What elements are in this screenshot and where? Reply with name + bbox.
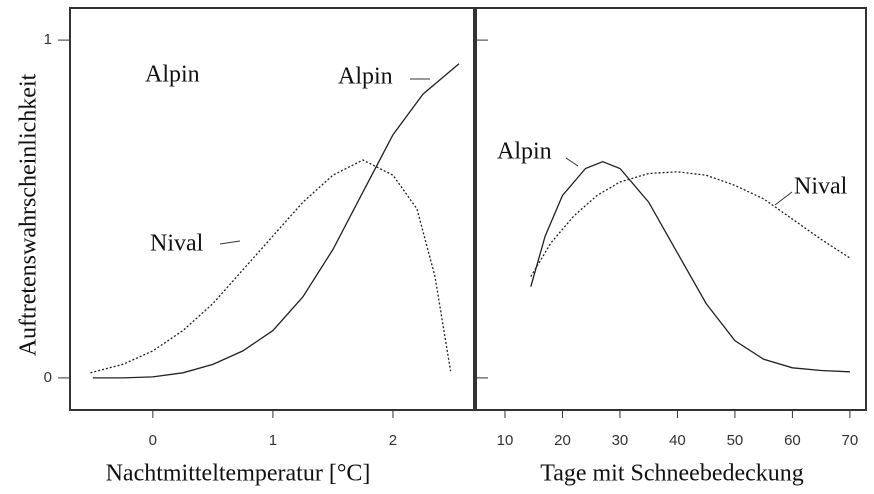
x-tick-label: 30 — [612, 432, 629, 449]
y-axis-label: Auftretenswahrscheinlichkeit — [16, 73, 42, 356]
x-tick-label: 1 — [269, 432, 277, 449]
x-tick-label: 20 — [554, 432, 571, 449]
x-tick-label: 0 — [149, 432, 157, 449]
leader-line — [774, 191, 793, 206]
curve-label: Nival — [150, 231, 204, 257]
curve-label: Nival — [794, 174, 848, 200]
x-tick-label: 40 — [669, 432, 686, 449]
panel-frame — [475, 7, 867, 411]
x-tick-label: 60 — [784, 432, 801, 449]
curve-label: Alpin — [338, 64, 393, 90]
y-tick-label: 0 — [44, 369, 52, 386]
leader-line — [219, 240, 241, 245]
panel-frame — [69, 7, 475, 411]
x-tick-label: 10 — [497, 432, 514, 449]
x-tick-label: 70 — [842, 432, 859, 449]
leader-line — [565, 157, 579, 167]
x-axis-label: Nachtmitteltemperatur [°C] — [106, 461, 371, 487]
curve-label: Alpin — [497, 139, 552, 165]
x-axis-label: Tage mit Schneebedeckung — [540, 461, 804, 487]
y-tick-label: 1 — [44, 31, 52, 48]
data-line — [530, 171, 851, 277]
data-line — [530, 161, 850, 373]
data-line — [92, 63, 460, 379]
region-annotation: Alpin — [145, 62, 200, 88]
x-tick-label: 2 — [389, 432, 397, 449]
x-tick-label: 50 — [727, 432, 744, 449]
data-line — [90, 159, 452, 374]
